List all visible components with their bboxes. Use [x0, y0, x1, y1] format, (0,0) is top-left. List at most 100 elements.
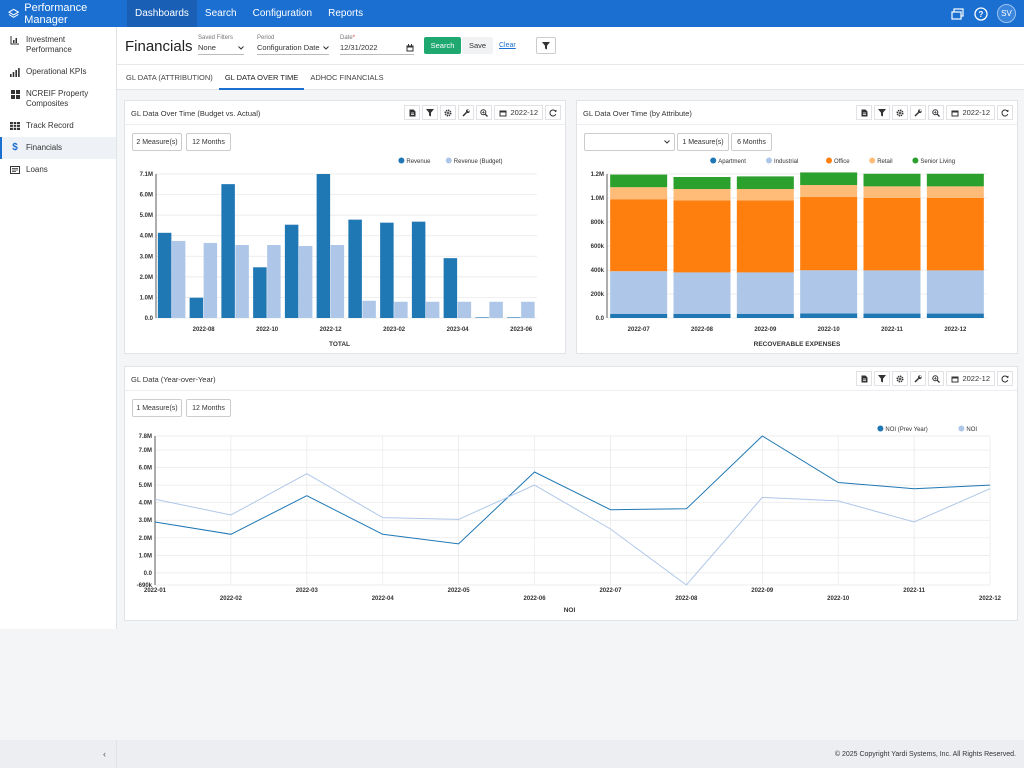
x-tick-label: 2023-06	[510, 327, 533, 333]
x-tick-label: 2022-03	[296, 588, 319, 594]
nav-reports[interactable]: Reports	[328, 8, 364, 19]
y-tick-label: 4.0M	[139, 501, 152, 507]
date-picker-button[interactable]: 2022-12	[946, 105, 995, 120]
nav-search[interactable]: Search	[204, 8, 237, 19]
refresh-icon[interactable]	[997, 105, 1013, 120]
gear-icon[interactable]	[892, 371, 909, 386]
budget-bar-chart: 0.0 1.0M 2.0M 3.0M 4.0M 5.0M 6.0M 7.1M 2022-08 20…	[140, 157, 537, 348]
brand[interactable]: Performance Manager	[0, 2, 127, 26]
bar	[475, 317, 489, 318]
sidebar-item-operational-kpis[interactable]: Operational KPIs	[0, 61, 116, 83]
bar	[267, 244, 281, 318]
y-tick-label: 1.2M	[591, 172, 604, 178]
period-label: Period	[257, 35, 275, 41]
sidebar-item-label: Track Record	[26, 121, 74, 130]
bar	[330, 244, 345, 318]
measures-button[interactable]: 1 Measure(s)	[677, 133, 729, 151]
attribute-select[interactable]	[584, 133, 675, 151]
panel-year-over-year: GL Data (Year-over-Year) 2022-12 1 Measu…	[124, 366, 1018, 621]
measures-button[interactable]: 1 Measure(s)	[132, 399, 182, 417]
wrench-icon[interactable]	[910, 105, 927, 120]
filter-button[interactable]	[536, 37, 556, 54]
y-tick-label: 1.0M	[591, 196, 604, 202]
months-button[interactable]: 6 Months	[731, 133, 772, 151]
filter-icon[interactable]	[874, 105, 891, 120]
footer: © 2025 Copyright Yardi Systems, Inc. All…	[117, 740, 1024, 768]
y-tick-label: -690k	[137, 583, 153, 589]
sidebar-item-label: Investment Performance	[26, 35, 72, 54]
bar	[443, 258, 458, 318]
saved-filters-select[interactable]: None	[198, 43, 244, 55]
sidebar-item-loans[interactable]: Loans	[0, 159, 116, 181]
date-picker-button[interactable]: 2022-12	[946, 371, 995, 386]
sidebar-item-track-record[interactable]: Track Record	[0, 115, 116, 137]
panel-title: GL Data Over Time (Budget vs. Actual)	[131, 109, 261, 118]
save-button[interactable]: Save	[462, 37, 493, 54]
calendar-icon[interactable]	[406, 43, 414, 52]
user-avatar[interactable]: SV	[997, 4, 1016, 23]
export-icon[interactable]	[404, 105, 421, 120]
sidebar-item-ncreif[interactable]: NCREIF Property Composites	[0, 83, 116, 115]
zoom-icon[interactable]	[928, 371, 945, 386]
calendar-icon	[951, 110, 959, 116]
refresh-icon[interactable]	[997, 371, 1013, 386]
export-icon[interactable]	[856, 371, 873, 386]
legend-label: Revenue (Budget)	[454, 159, 503, 165]
stacked-segment	[800, 185, 858, 198]
series-line	[154, 473, 991, 586]
search-button[interactable]: Search	[424, 37, 461, 54]
y-tick-label: 0.0	[145, 316, 154, 322]
x-tick-label: 2023-04	[447, 327, 470, 333]
x-tick-label: 2022-08	[691, 327, 714, 333]
date-picker-button[interactable]: 2022-12	[494, 105, 543, 120]
date-input[interactable]: 12/31/2022	[340, 43, 414, 55]
saved-filters-group: Saved Filters None	[198, 35, 244, 55]
zoom-icon[interactable]	[476, 105, 493, 120]
months-button[interactable]: 12 Months	[186, 399, 231, 417]
refresh-icon[interactable]	[545, 105, 561, 120]
period-select[interactable]: Configuration Date	[257, 43, 329, 55]
bar	[284, 224, 299, 318]
top-navbar: Performance Manager Dashboards Search Co…	[0, 0, 1024, 27]
stacked-segment	[863, 197, 921, 271]
signal-bars-icon	[10, 67, 20, 77]
bar	[189, 297, 204, 318]
stacked-segment	[673, 177, 731, 189]
wrench-icon[interactable]	[910, 371, 927, 386]
tab-gl-over-time[interactable]: GL DATA OVER TIME	[218, 65, 305, 90]
y-tick-label: 7.1M	[140, 172, 153, 178]
x-tick-label: 2022-09	[751, 588, 774, 594]
legend-swatch	[869, 157, 876, 164]
gear-icon[interactable]	[440, 105, 457, 120]
export-icon[interactable]	[856, 105, 873, 120]
bar	[521, 301, 535, 318]
x-tick-label: 2022-06	[524, 596, 547, 602]
date-group: Date* 12/31/2022	[340, 35, 414, 55]
tab-gl-attribution[interactable]: GL DATA (ATTRIBUTION)	[126, 73, 213, 82]
windows-icon[interactable]	[949, 6, 965, 22]
filter-icon[interactable]	[874, 371, 891, 386]
sidebar-collapse-button[interactable]: ‹	[0, 740, 117, 768]
clear-link[interactable]: Clear	[499, 42, 516, 49]
gear-icon[interactable]	[892, 105, 909, 120]
x-tick-label: 2023-02	[383, 327, 406, 333]
sidebar-item-financials[interactable]: $ Financials	[0, 137, 116, 159]
x-tick-label: 2022-09	[754, 327, 777, 333]
required-mark: *	[352, 35, 356, 41]
zoom-icon[interactable]	[928, 105, 945, 120]
legend-swatch	[958, 425, 965, 432]
tab-adhoc-financials[interactable]: ADHOC FINANCIALS	[310, 73, 384, 82]
x-tick-label: 2022-04	[372, 596, 395, 602]
help-icon[interactable]: ?	[973, 6, 989, 22]
nav-configuration[interactable]: Configuration	[252, 8, 313, 19]
months-button[interactable]: 12 Months	[186, 133, 231, 151]
nav-dashboards[interactable]: Dashboards	[127, 0, 197, 27]
sidebar-item-investment-performance[interactable]: Investment Performance	[0, 27, 116, 61]
x-tick-label: 2022-08	[675, 596, 698, 602]
wrench-icon[interactable]	[458, 105, 475, 120]
y-tick-label: 7.8M	[139, 434, 152, 440]
filter-icon[interactable]	[422, 105, 439, 120]
measures-button[interactable]: 2 Measure(s)	[132, 133, 182, 151]
panel-budget-vs-actual: GL Data Over Time (Budget vs. Actual) 20…	[124, 100, 566, 354]
y-tick-label: 4.0M	[140, 234, 153, 240]
